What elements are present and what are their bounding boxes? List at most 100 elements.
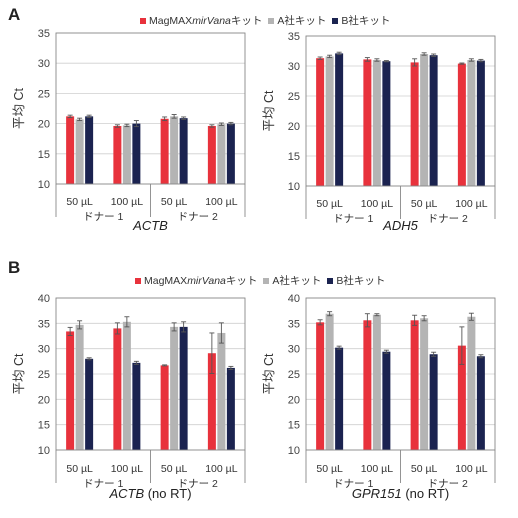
- y-tick-label: 15: [38, 420, 50, 432]
- legend-item: B社キット: [327, 273, 385, 288]
- category-label: 50 µL: [411, 198, 438, 210]
- group-label: ドナー 2: [178, 478, 218, 490]
- bar: [179, 326, 188, 450]
- group-label: ドナー 1: [83, 478, 123, 490]
- bar: [122, 321, 131, 450]
- group-label: ドナー 2: [428, 478, 468, 490]
- bar: [476, 60, 485, 186]
- legend-label: MagMAX: [149, 14, 193, 27]
- bar: [382, 351, 391, 450]
- legend-swatch: [135, 277, 141, 284]
- legend-b: MagMAX mirVana キット A社キット B社キット: [135, 273, 391, 288]
- bar: [179, 118, 188, 184]
- bar: [372, 60, 381, 186]
- y-axis-title-text: 平均 Ct: [12, 87, 26, 129]
- legend-label-suffix: キット: [230, 15, 263, 27]
- category-label: 50 µL: [316, 463, 343, 475]
- bar: [467, 60, 476, 186]
- y-tick-label: 35: [288, 318, 300, 330]
- bar: [217, 332, 226, 450]
- legend-swatch: [327, 277, 334, 284]
- y-tick-label: 20: [288, 394, 300, 406]
- y-tick-label: 10: [288, 445, 300, 457]
- category-label: 50 µL: [66, 196, 93, 208]
- legend-swatch: [332, 17, 339, 24]
- bar: [132, 123, 141, 184]
- category-label: 50 µL: [161, 463, 188, 475]
- legend-label: A社キット: [272, 275, 322, 287]
- y-tick-label: 20: [38, 119, 50, 131]
- category-label: 100 µL: [361, 198, 393, 210]
- bar: [66, 116, 75, 184]
- legend-label-italic: mirVana: [187, 274, 226, 287]
- group-label: ドナー 2: [428, 213, 468, 225]
- y-tick-label: 10: [288, 181, 300, 193]
- bar: [226, 123, 235, 184]
- bar: [113, 328, 122, 450]
- group-label: ドナー 1: [333, 478, 373, 490]
- y-tick-label: 30: [38, 58, 50, 70]
- y-tick-label: 30: [38, 344, 50, 356]
- bar: [316, 58, 325, 187]
- y-tick-label: 15: [38, 149, 50, 161]
- category-label: 100 µL: [205, 463, 237, 475]
- y-axis-title: 平均 Ct: [12, 87, 26, 129]
- bar: [85, 116, 94, 184]
- chart-caption-gene: ACTB: [108, 486, 144, 501]
- legend-swatch: [140, 17, 146, 24]
- panel-letter-a: A: [8, 5, 21, 24]
- bar: [316, 322, 325, 450]
- bar: [363, 320, 372, 450]
- legend-a: MagMAX mirVana キット A社キット B社キット: [140, 13, 396, 28]
- y-axis-title: 平均 Ct: [12, 353, 26, 395]
- bar: [457, 345, 466, 450]
- y-tick-label: 40: [288, 293, 300, 305]
- bar: [476, 356, 485, 450]
- y-axis-title-text: 平均 Ct: [12, 353, 26, 395]
- category-label: 50 µL: [411, 463, 438, 475]
- y-tick-label: 30: [288, 344, 300, 356]
- bar: [160, 118, 169, 184]
- y-tick-label: 35: [38, 318, 50, 330]
- bar: [170, 116, 179, 184]
- legend-label-suffix: キット: [225, 275, 258, 287]
- chart-caption-gene: ADH5: [382, 218, 418, 233]
- bar: [226, 367, 235, 450]
- legend-item: A社キット: [268, 13, 326, 28]
- y-tick-label: 15: [288, 420, 300, 432]
- y-axis-title-text: 平均 Ct: [262, 353, 276, 395]
- y-tick-label: 25: [38, 88, 50, 100]
- bar: [325, 56, 334, 187]
- legend-item: B社キット: [332, 13, 390, 28]
- bar: [325, 313, 334, 450]
- group-label: ドナー 2: [178, 211, 218, 223]
- y-tick-label: 40: [38, 293, 50, 305]
- y-axis-title-text: 平均 Ct: [262, 90, 276, 132]
- bar: [122, 125, 131, 184]
- legend-item: MagMAX mirVana キット: [135, 273, 257, 288]
- bar: [467, 316, 476, 450]
- plot-frame: [305, 35, 496, 187]
- category-label: 50 µL: [316, 198, 343, 210]
- y-tick-label: 35: [38, 28, 50, 40]
- legend-label: B社キット: [336, 275, 386, 287]
- y-axis-title: 平均 Ct: [262, 90, 276, 132]
- chart-2: 10 15 20 25 30 35 平均 Ct 50 µL 100 µL 50 µL 100 µL ド…: [262, 31, 496, 233]
- legend-swatch: [263, 277, 270, 284]
- category-label: 50 µL: [161, 196, 188, 208]
- chart-caption: ADH5: [382, 218, 418, 233]
- category-label: 100 µL: [361, 463, 393, 475]
- category-label: 100 µL: [205, 196, 237, 208]
- category-label: 100 µL: [111, 196, 143, 208]
- bar: [132, 362, 141, 450]
- bar: [372, 314, 381, 450]
- chart-caption-suffix: (no RT): [402, 486, 449, 501]
- y-axis-title: 平均 Ct: [262, 353, 276, 395]
- category-label: 100 µL: [455, 463, 487, 475]
- bar: [207, 126, 216, 184]
- bar: [335, 347, 344, 450]
- bar: [66, 331, 75, 450]
- bar: [410, 62, 419, 186]
- bar: [429, 354, 438, 450]
